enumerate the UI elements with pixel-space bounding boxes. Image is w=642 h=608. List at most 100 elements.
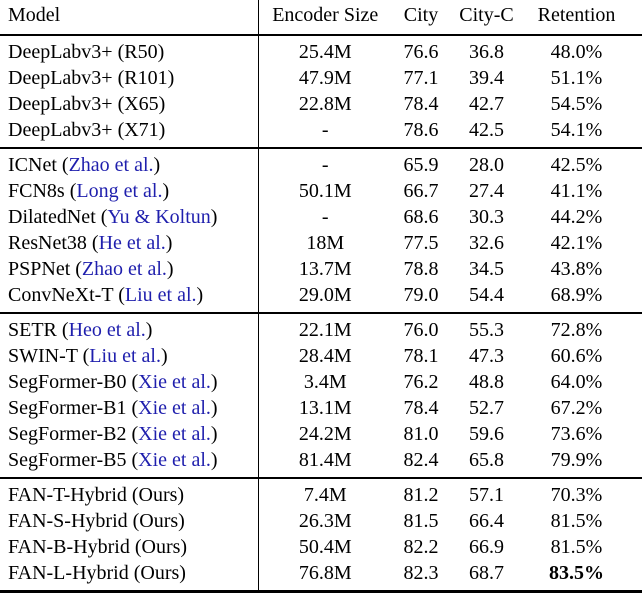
header-model: Model xyxy=(0,0,259,36)
city-c-score-cell: 28.0 xyxy=(469,154,504,176)
citation-link[interactable]: Heo et al. xyxy=(68,319,146,341)
retention-cell: 60.6% xyxy=(550,345,603,367)
encoder-size-cell: 18M xyxy=(306,232,345,254)
model-cell: ConvNeXt-T (Liu et al.) xyxy=(0,282,259,313)
city-score-cell: 82.4 xyxy=(403,449,439,471)
citation-link[interactable]: Zhao et al. xyxy=(81,258,167,280)
model-name: ResNet38 xyxy=(8,232,87,254)
encoder-size-cell: 13.1M xyxy=(298,397,352,419)
citation-link[interactable]: Xie et al. xyxy=(138,449,211,471)
city-score-cell: 79.0 xyxy=(403,284,439,306)
encoder-size-cell: 24.2M xyxy=(298,423,352,445)
model-name: FAN-L-Hybrid (Ours) xyxy=(8,562,186,584)
city-c-score-cell: 32.6 xyxy=(469,232,504,254)
encoder-size-cell: 76.8M xyxy=(298,562,352,584)
model-cell: SegFormer-B0 (Xie et al.) xyxy=(0,369,259,396)
model-cell: ICNet (Zhao et al.) xyxy=(0,148,259,179)
encoder-size-cell: 26.3M xyxy=(298,510,352,532)
city-score-cell: 76.6 xyxy=(403,41,439,63)
table-group-2: ICNet (Zhao et al.) -65.9 28.0 42.5% FCN8s (… xyxy=(0,148,642,313)
retention-cell: 81.5% xyxy=(550,536,603,558)
citation-link[interactable]: Long et al. xyxy=(76,180,163,202)
city-score-cell: 78.8 xyxy=(403,258,439,280)
citation-link[interactable]: Xie et al. xyxy=(138,423,211,445)
encoder-size-cell: 22.1M xyxy=(298,319,352,341)
model-cell: ResNet38 (He et al.) xyxy=(0,230,259,257)
model-name: SWIN-T xyxy=(8,345,78,367)
citation-link[interactable]: Yu & Koltun xyxy=(107,206,211,228)
model-cell: FAN-S-Hybrid (Ours) xyxy=(0,508,259,535)
table-row: DeepLabv3+ (X71) - 78.6 42.5 54.1% xyxy=(0,117,642,148)
model-cell: SETR (Heo et al.) xyxy=(0,313,259,344)
retention-cell: 51.1% xyxy=(550,67,603,89)
city-c-score-cell: 39.4 xyxy=(469,67,504,89)
city-c-score-cell: 52.7 xyxy=(469,397,504,419)
retention-cell: 68.9% xyxy=(550,284,603,306)
header-row: Model Encoder Size City City-C Retention xyxy=(0,0,642,36)
city-score-cell: 76.0 xyxy=(403,319,439,341)
table-row: FAN-L-Hybrid (Ours) 76.8M 82.3 68.7 83.5% xyxy=(0,560,642,592)
citation-link[interactable]: Liu et al. xyxy=(89,345,161,367)
citation-link[interactable]: He et al. xyxy=(98,232,166,254)
city-c-score-cell: 55.3 xyxy=(469,319,504,341)
model-name: SegFormer-B1 xyxy=(8,397,127,419)
model-cell: DeepLabv3+ (R101) xyxy=(0,65,259,92)
model-name: FAN-S-Hybrid (Ours) xyxy=(8,510,185,532)
model-name: FAN-B-Hybrid (Ours) xyxy=(8,536,188,558)
city-score-cell: 81.2 xyxy=(403,484,439,506)
retention-cell: 81.5% xyxy=(550,510,603,532)
encoder-size-cell: 50.1M xyxy=(298,180,352,202)
table-row: FAN-B-Hybrid (Ours) 50.4M 82.2 66.9 81.5% xyxy=(0,534,642,561)
model-cell: SegFormer-B2 (Xie et al.) xyxy=(0,421,259,448)
citation-link[interactable]: Xie et al. xyxy=(138,371,211,393)
header-encoder-size: Encoder Size xyxy=(258,0,392,36)
model-cell: FCN8s (Long et al.) xyxy=(0,178,259,205)
model-name: SegFormer-B2 xyxy=(8,423,127,445)
city-c-score-cell: 57.1 xyxy=(469,484,504,506)
encoder-size-cell: 25.4M xyxy=(298,41,352,63)
model-name: DeepLabv3+ (R101) xyxy=(8,67,175,89)
city-c-score-cell: 48.8 xyxy=(469,371,504,393)
model-name: PSPNet xyxy=(8,258,71,280)
table-row: ConvNeXt-T (Liu et al.) 29.0M 79.0 54.4 68.9… xyxy=(0,282,642,313)
table-row: ICNet (Zhao et al.) - 65.9 28.0 42.5% xyxy=(0,148,642,179)
citation-link[interactable]: Liu et al. xyxy=(124,284,197,306)
citation-link[interactable]: Xie et al. xyxy=(138,397,211,419)
city-c-score-cell: 68.7 xyxy=(469,562,504,584)
table-row: FCN8s (Long et al.) 50.1M 66.7 27.4 41.1% xyxy=(0,178,642,205)
retention-cell: 48.0% xyxy=(550,41,603,63)
table-row: FAN-S-Hybrid (Ours) 26.3M 81.5 66.4 81.5% xyxy=(0,508,642,535)
city-score-cell: 82.3 xyxy=(403,562,439,584)
encoder-size-cell: 29.0M xyxy=(298,284,352,306)
model-name: FCN8s xyxy=(8,180,65,202)
model-cell: DeepLabv3+ (X65) xyxy=(0,91,259,118)
table-group-3: SETR (Heo et al.) 22.1M 76.0 55.3 72.8% SWIN-… xyxy=(0,313,642,478)
table-row: DeepLabv3+ (R50) 25.4M 76.6 36.8 48.0% xyxy=(0,35,642,66)
city-c-score-cell: 42.7 xyxy=(469,93,504,115)
city-c-score-cell: 54.4 xyxy=(469,284,504,306)
city-score-cell: 68.6 xyxy=(403,206,439,228)
encoder-size-cell: 13.7M xyxy=(298,258,352,280)
city-score-cell: 66.7 xyxy=(403,180,439,202)
encoder-size-cell: - xyxy=(321,154,329,176)
retention-cell: 83.5% xyxy=(549,562,604,584)
model-cell: SWIN-T (Liu et al.) xyxy=(0,343,259,370)
encoder-size-cell: - xyxy=(321,119,329,141)
citation-link[interactable]: Zhao et al. xyxy=(68,154,154,176)
model-cell: FAN-B-Hybrid (Ours) xyxy=(0,534,259,561)
model-cell: PSPNet (Zhao et al.) xyxy=(0,256,259,283)
table-row: DeepLabv3+ (X65) 22.8M 78.4 42.7 54.5% xyxy=(0,91,642,118)
city-score-cell: 78.1 xyxy=(403,345,439,367)
table-group-4: FAN-T-Hybrid (Ours) 7.4M 81.2 57.1 70.3% FAN-… xyxy=(0,478,642,592)
retention-cell: 43.8% xyxy=(550,258,603,280)
city-c-score-cell: 66.4 xyxy=(469,510,504,532)
city-score-cell: 65.9 xyxy=(403,154,439,176)
city-score-cell: 78.4 xyxy=(403,93,439,115)
model-cell: DilatedNet (Yu & Koltun) xyxy=(0,204,259,231)
header-city: City xyxy=(392,0,450,36)
model-name: DilatedNet xyxy=(8,206,96,228)
table-row: SETR (Heo et al.) 22.1M 76.0 55.3 72.8% xyxy=(0,313,642,344)
model-name: SegFormer-B5 xyxy=(8,449,127,471)
retention-cell: 79.9% xyxy=(550,449,603,471)
encoder-size-cell: 22.8M xyxy=(298,93,352,115)
